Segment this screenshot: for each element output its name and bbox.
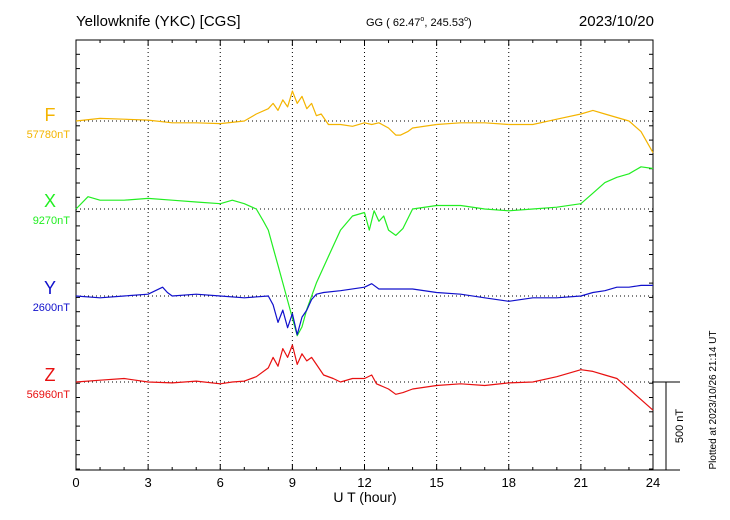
grid — [76, 40, 653, 470]
x-axis: 0 3 6 9 12 15 18 21 24 — [72, 39, 660, 490]
coordinates-label: GG ( 62.47o, 245.53o) — [366, 16, 472, 29]
coordinates-suffix: ) — [468, 17, 472, 29]
series-line-y — [75, 283, 653, 336]
series-name-y: Y — [44, 278, 56, 298]
coordinates-prefix: GG ( 62.47 — [366, 17, 420, 29]
series-baseline-y: 2600nT — [33, 302, 71, 314]
x-axis-label: U T (hour) — [333, 489, 396, 505]
series-name-x: X — [44, 191, 56, 211]
x-tick-label: 3 — [145, 475, 152, 490]
plot-timestamp: Plotted at 2023/10/26 21:14 UT — [708, 331, 719, 470]
scale-bar-label: 500 nT — [674, 409, 686, 444]
series-group — [75, 90, 654, 411]
series-baseline-z: 56960nT — [27, 389, 71, 401]
series-line-z — [75, 344, 654, 411]
series-name-f: F — [45, 105, 56, 125]
x-tick-label: 15 — [429, 475, 443, 490]
x-tick-label: 24 — [646, 475, 660, 490]
x-tick-label: 18 — [502, 475, 516, 490]
series-baseline-x: 9270nT — [33, 215, 71, 227]
series-line-f — [75, 90, 654, 153]
degree-mark-1: o — [420, 16, 424, 23]
x-tick-label: 12 — [357, 475, 371, 490]
x-tick-label: 9 — [289, 475, 296, 490]
station-title: Yellowknife (YKC) [CGS] — [76, 13, 241, 30]
series-line-x — [75, 166, 654, 337]
series-labels: F 57780nT X 9270nT Y 2600nT Z 56960nT — [27, 105, 71, 401]
x-tick-label: 21 — [574, 475, 588, 490]
x-tick-label: 0 — [72, 475, 79, 490]
coordinates-mid: , 245.53 — [424, 17, 464, 29]
series-name-z: Z — [45, 365, 56, 385]
degree-mark-2: o — [464, 16, 468, 23]
series-baseline-f: 57780nT — [27, 129, 71, 141]
date-label: 2023/10/20 — [579, 13, 654, 30]
x-tick-label: 6 — [217, 475, 224, 490]
scale-bar: 500 nT — [653, 381, 686, 471]
